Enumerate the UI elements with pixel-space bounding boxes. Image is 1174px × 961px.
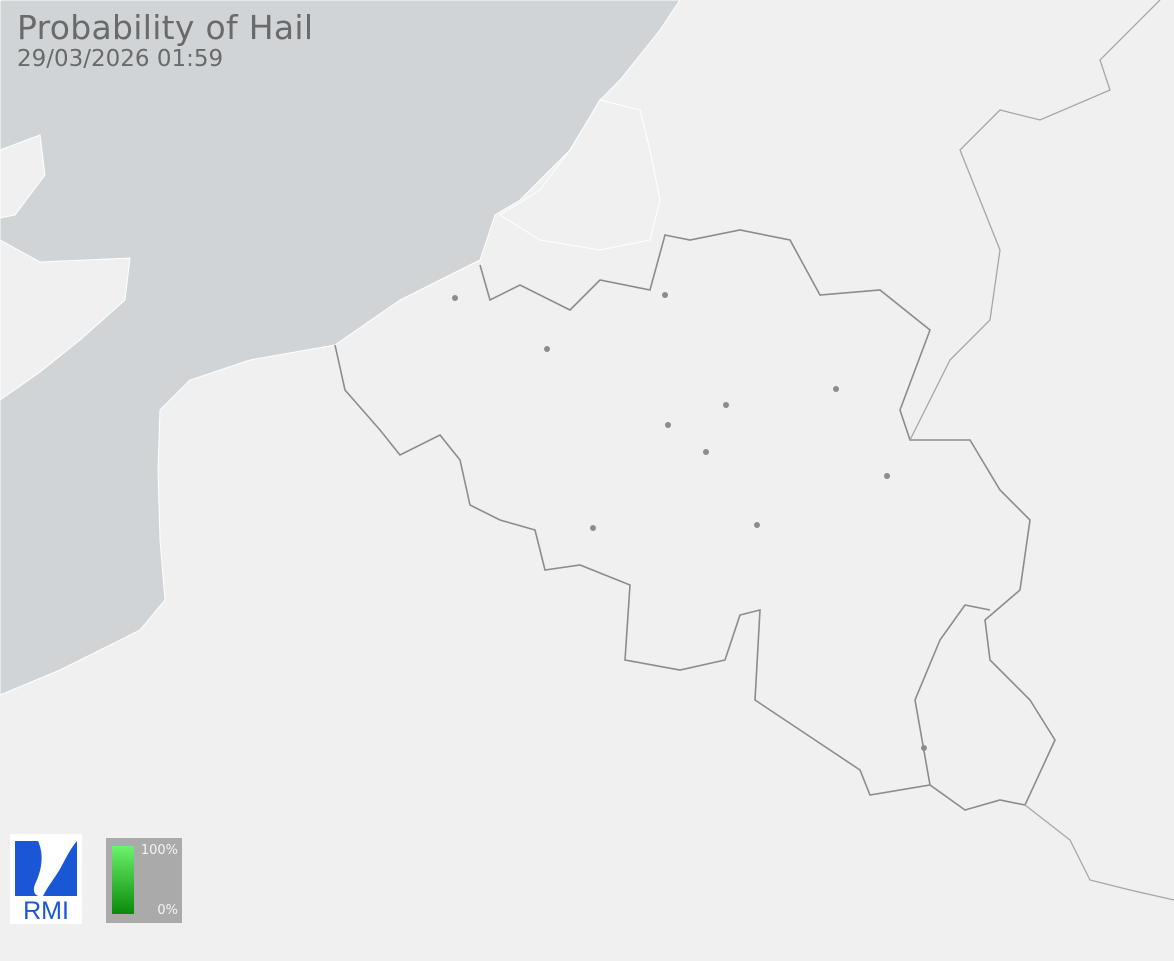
city-dot [544,346,550,352]
city-dot [884,473,890,479]
city-dot [921,745,927,751]
probability-legend: 100% 0% [106,838,182,923]
city-dot [833,386,839,392]
legend-min-label: 0% [157,903,178,918]
sea [0,0,681,696]
legend-max-label: 100% [140,843,178,858]
england-land-north [0,134,46,219]
svg-text:RMI: RMI [23,897,69,924]
england-land [0,239,131,401]
city-dot [703,449,709,455]
germany-border [909,0,1161,441]
france-germany-border [1024,804,1174,901]
map-timestamp: 29/03/2026 01:59 [17,46,224,72]
map-title: Probability of Hail [17,8,314,47]
city-dot [754,522,760,528]
zeeland-islands [499,99,661,251]
rmi-logo-icon: RMI [15,841,77,925]
rmi-logo: RMI [10,834,82,925]
city-dot [452,295,458,301]
legend-color-bar [112,846,134,914]
luxembourg-border [914,604,991,786]
city-dot [662,292,668,298]
city-dot [590,525,596,531]
belgium-border [334,229,1056,811]
city-dot [723,402,729,408]
city-dot [665,422,671,428]
cities [452,292,927,751]
